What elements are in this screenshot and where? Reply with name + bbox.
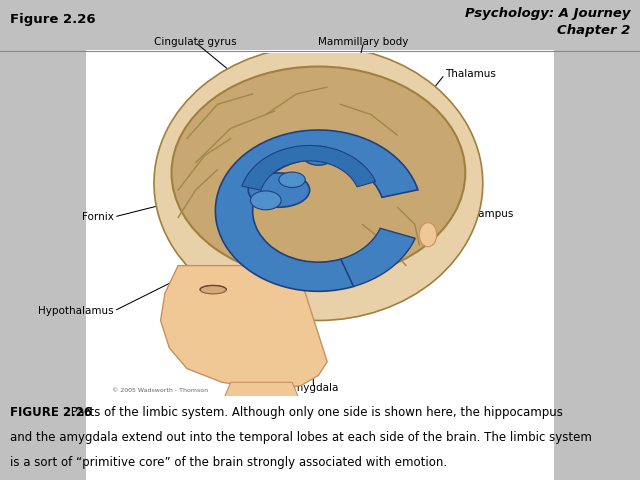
- Ellipse shape: [303, 146, 333, 165]
- Ellipse shape: [248, 173, 310, 207]
- Bar: [0, 0, 640, 50]
- Ellipse shape: [154, 46, 483, 321]
- Ellipse shape: [172, 67, 465, 279]
- Text: Mammillary body: Mammillary body: [318, 37, 409, 47]
- Ellipse shape: [279, 172, 305, 188]
- Text: Cingulate gyrus: Cingulate gyrus: [154, 37, 237, 47]
- Polygon shape: [242, 145, 376, 190]
- Text: © 2005 Wadsworth - Thomson: © 2005 Wadsworth - Thomson: [113, 387, 209, 393]
- Text: is a sort of “primitive core” of the brain strongly associated with emotion.: is a sort of “primitive core” of the bra…: [10, 456, 447, 468]
- Text: Figure 2.26: Figure 2.26: [10, 12, 95, 26]
- Polygon shape: [222, 382, 301, 403]
- Text: Hypothalamus: Hypothalamus: [38, 306, 114, 316]
- Wedge shape: [216, 130, 418, 291]
- Text: Parts of the limbic system. Although only one side is shown here, the hippocampu: Parts of the limbic system. Although onl…: [67, 406, 563, 419]
- Polygon shape: [161, 265, 327, 389]
- Text: Psychology: A Journey
Chapter 2: Psychology: A Journey Chapter 2: [465, 7, 630, 36]
- Ellipse shape: [200, 285, 227, 294]
- Bar: [554, 0, 640, 480]
- Text: Hippocampus: Hippocampus: [442, 209, 513, 218]
- Text: Fornix: Fornix: [82, 212, 114, 222]
- Ellipse shape: [250, 191, 281, 210]
- Text: Thalamus: Thalamus: [445, 70, 495, 79]
- Text: and the amygdala extend out into the temporal lobes at each side of the brain. T: and the amygdala extend out into the tem…: [10, 431, 591, 444]
- Text: FIGURE 2.26: FIGURE 2.26: [10, 406, 92, 419]
- Ellipse shape: [419, 223, 436, 247]
- Text: Amygdala: Amygdala: [287, 383, 340, 393]
- Bar: [0, 0, 86, 480]
- Polygon shape: [341, 228, 415, 287]
